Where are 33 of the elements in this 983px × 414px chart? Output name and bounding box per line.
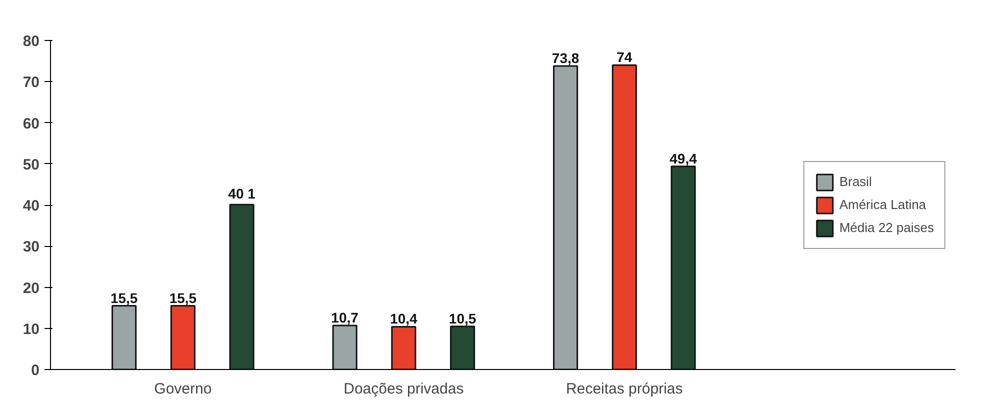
bar bbox=[332, 324, 358, 370]
data-label: 15,5 bbox=[110, 290, 138, 306]
data-label: 73,8 bbox=[552, 50, 580, 66]
bar bbox=[391, 326, 416, 370]
y-tick-label: 50 bbox=[22, 156, 40, 174]
y-tick-label: 0 bbox=[31, 362, 40, 379]
legend-label: América Latina bbox=[839, 197, 926, 212]
y-tick-label: 10 bbox=[22, 320, 40, 338]
legend-label: Brasil bbox=[839, 174, 872, 189]
y-tick-label: 70 bbox=[22, 74, 40, 92]
legend-label: Média 22 paises bbox=[839, 220, 934, 235]
y-tick-label: 30 bbox=[22, 238, 40, 256]
y-tick-label: 80 bbox=[22, 33, 40, 50]
bar bbox=[553, 65, 578, 370]
y-tick-label: 40 bbox=[22, 198, 40, 214]
x-tick-label: Governo bbox=[154, 380, 212, 398]
data-label: 15,5 bbox=[169, 290, 197, 306]
bar bbox=[229, 204, 254, 370]
bar bbox=[450, 326, 476, 370]
data-label: 40 1 bbox=[228, 186, 256, 202]
data-label: 49,4 bbox=[670, 150, 698, 166]
y-tick-label: 20 bbox=[22, 280, 40, 297]
bar bbox=[112, 305, 137, 370]
x-tick-label: Doações privadas bbox=[344, 380, 464, 398]
bar bbox=[612, 64, 637, 370]
y-tick-label: 60 bbox=[22, 115, 40, 132]
bar bbox=[670, 166, 696, 370]
data-label: 10,5 bbox=[448, 310, 476, 326]
data-label: 74 bbox=[616, 49, 632, 66]
bar bbox=[170, 305, 196, 370]
data-label: 10,4 bbox=[390, 310, 418, 327]
x-tick-label: Receitas próprias bbox=[566, 380, 683, 398]
data-label: 10,7 bbox=[331, 309, 359, 326]
